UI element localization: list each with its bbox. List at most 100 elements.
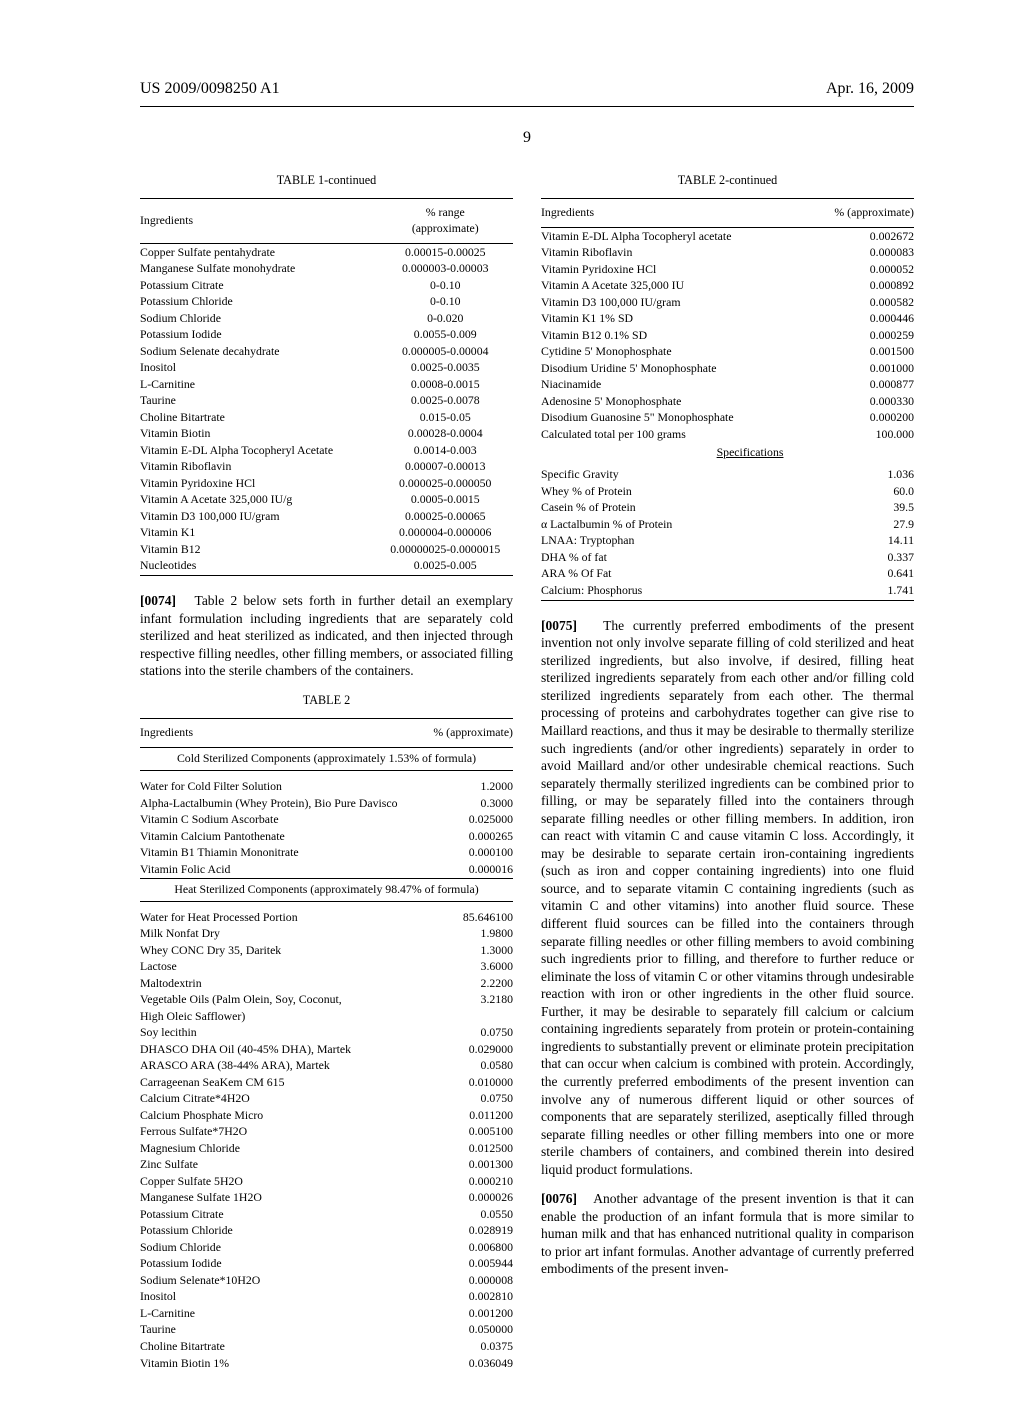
table-row: Vitamin B12 0.1% SD0.000259 [541,327,914,344]
ingredient-cell: Vitamin D3 100,000 IU/gram [140,509,378,526]
value-cell: 0.006800 [425,1240,513,1257]
ingredient-cell: Vitamin B12 [140,542,378,559]
ingredient-cell: Vitamin Riboflavin [140,459,378,476]
table-row: Calcium: Phosphorus1.741 [541,583,914,600]
table-row: Disodium Uridine 5' Monophosphate0.00100… [541,361,914,378]
value-cell: 0.0750 [425,1091,513,1108]
value-cell: 0.000016 [425,861,513,878]
table-row: ARASCO ARA (38-44% ARA), Martek0.0580 [140,1058,513,1075]
table-row: Vitamin A Acetate 325,000 IU/g0.0005-0.0… [140,492,513,509]
table-row: LNAA: Tryptophan14.11 [541,533,914,550]
table2: Ingredients % (approximate) Cold Sterili… [140,718,513,1371]
ingredient-cell: Vitamin Riboflavin [541,245,805,262]
para-text: The currently preferred embodiments of t… [541,618,914,1177]
ingredient-cell: Magnesium Chloride [140,1141,425,1158]
table-row: Choline Bitartrate0.0375 [140,1339,513,1356]
value-cell: 1.741 [805,583,914,600]
ingredient-cell: Lactose [140,959,425,976]
value-cell: 1.2000 [425,779,513,796]
ingredient-cell: Sodium Selenate*10H2O [140,1273,425,1290]
ingredient-cell: Specific Gravity [541,467,805,484]
table-row: Sodium Chloride0-0.020 [140,310,513,327]
table1-header-range: % range(approximate) [378,203,513,239]
value-cell: 0-0.10 [378,277,513,294]
value-cell: 0.005100 [425,1124,513,1141]
value-cell: 1.036 [805,467,914,484]
value-cell [425,1008,513,1025]
paragraph-0075: [0075] The currently preferred embodimen… [541,617,914,1179]
table2-continued: Ingredients % (approximate) Vitamin E-DL… [541,198,914,600]
table-row: Vitamin A Acetate 325,000 IU0.000892 [541,278,914,295]
value-cell: 0.050000 [425,1322,513,1339]
value-cell: 0.002672 [805,228,914,245]
table-row: Vitamin Biotin0.00028-0.0004 [140,426,513,443]
ingredient-cell: Water for Heat Processed Portion [140,909,425,926]
table-row: Maltodextrin2.2200 [140,975,513,992]
table-row: Sodium Selenate*10H2O0.000008 [140,1273,513,1290]
ingredient-cell: Carrageenan SeaKem CM 615 [140,1074,425,1091]
value-cell: 0.00028-0.0004 [378,426,513,443]
value-cell: 0.000446 [805,311,914,328]
ingredient-cell: Vitamin Biotin 1% [140,1355,425,1372]
ingredient-cell: Vitamin A Acetate 325,000 IU [541,278,805,295]
table-row: Calculated total per 100 grams100.000 [541,427,914,444]
table-row: Vitamin B120.00000025-0.0000015 [140,542,513,559]
value-cell: 0.010000 [425,1074,513,1091]
table-row: Potassium Chloride0.028919 [140,1223,513,1240]
value-cell: 0.025000 [425,812,513,829]
table-row: Vitamin Pyridoxine HCl0.000052 [541,261,914,278]
ingredient-cell: Potassium Iodide [140,327,378,344]
ingredient-cell: Taurine [140,1322,425,1339]
value-cell: 0.000265 [425,828,513,845]
page-number: 9 [140,129,914,147]
value-cell: 0.001000 [805,361,914,378]
table2-continued-title: TABLE 2-continued [541,172,914,188]
specifications-header: Specifications [541,443,914,467]
value-cell: 0.000200 [805,410,914,427]
table-row: Choline Bitartrate0.015-0.05 [140,409,513,426]
ingredient-cell: Disodium Uridine 5' Monophosphate [541,361,805,378]
value-cell: 0.0375 [425,1339,513,1356]
ingredient-cell: Potassium Chloride [140,294,378,311]
ingredient-cell: Whey % of Protein [541,484,805,501]
ingredient-cell: Manganese Sulfate monohydrate [140,261,378,278]
para-number: [0074] [140,593,176,608]
table2-section1: Cold Sterilized Components (approximatel… [140,748,513,771]
table-row: Vitamin D3 100,000 IU/gram0.000582 [541,294,914,311]
ingredient-cell: ARA % Of Fat [541,566,805,583]
table-row: Vitamin Folic Acid0.000016 [140,861,513,878]
ingredient-cell: Vitamin Pyridoxine HCl [541,261,805,278]
value-cell: 0.000330 [805,394,914,411]
value-cell: 0.0025-0.005 [378,558,513,575]
table-row: Zinc Sulfate0.001300 [140,1157,513,1174]
ingredient-cell: Copper Sulfate pentahydrate [140,244,378,261]
ingredient-cell: Choline Bitartrate [140,409,378,426]
ingredient-cell: Manganese Sulfate 1H2O [140,1190,425,1207]
ingredient-cell: Potassium Citrate [140,1207,425,1224]
ingredient-cell: Taurine [140,393,378,410]
value-cell: 0.000026 [425,1190,513,1207]
value-cell: 0.029000 [425,1041,513,1058]
table-row: Vitamin B1 Thiamin Mononitrate0.000100 [140,845,513,862]
ingredient-cell: Potassium Iodide [140,1256,425,1273]
value-cell: 0.000008 [425,1273,513,1290]
ingredient-cell: L-Carnitine [140,376,378,393]
ingredient-cell: Alpha-Lactalbumin (Whey Protein), Bio Pu… [140,795,425,812]
ingredient-cell: Soy lecithin [140,1025,425,1042]
ingredient-cell: DHASCO DHA Oil (40-45% DHA), Martek [140,1041,425,1058]
header-rule [140,106,914,107]
ingredient-cell: Inositol [140,1289,425,1306]
value-cell: 27.9 [805,517,914,534]
ingredient-cell: Ferrous Sulfate*7H2O [140,1124,425,1141]
table-row: Casein % of Protein39.5 [541,500,914,517]
ingredient-cell: Nucleotides [140,558,378,575]
publication-number: US 2009/0098250 A1 [140,80,280,98]
value-cell: 0.000004-0.000006 [378,525,513,542]
ingredient-cell: Vitamin Pyridoxine HCl [140,476,378,493]
table-row: Specific Gravity1.036 [541,467,914,484]
table-row: Inositol0.0025-0.0035 [140,360,513,377]
table-row: Taurine0.0025-0.0078 [140,393,513,410]
table-row: Nucleotides0.0025-0.005 [140,558,513,575]
ingredient-cell: Vitamin Folic Acid [140,861,425,878]
table-row: Milk Nonfat Dry1.9800 [140,926,513,943]
